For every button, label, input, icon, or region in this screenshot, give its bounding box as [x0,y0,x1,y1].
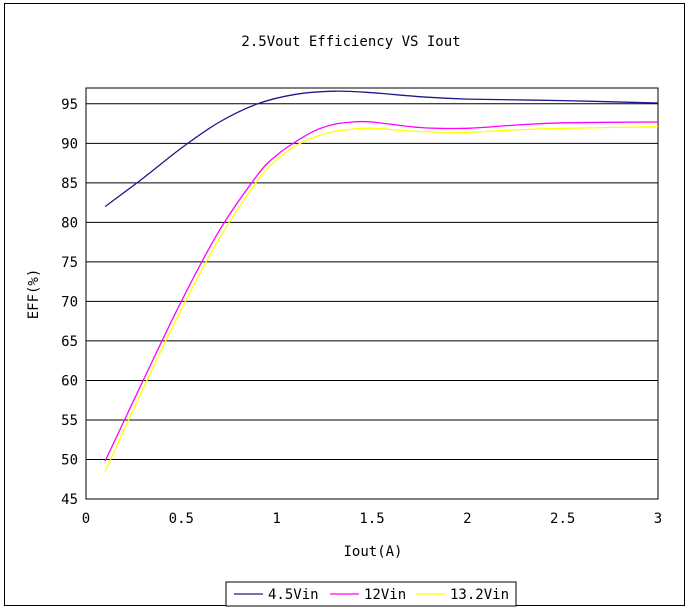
y-tick-label: 95 [61,97,78,113]
y-tick-label: 80 [61,215,78,231]
x-tick-label: 1.5 [359,511,384,527]
y-tick-label: 75 [61,255,78,271]
series-line-1 [104,90,659,208]
series-line-2 [104,120,659,462]
series-lines [104,90,659,472]
y-tick-label: 65 [61,334,78,350]
legend-box [225,581,517,607]
x-tick-label: 1 [272,511,280,527]
y-tick-labels: 45 50 55 60 65 70 75 80 85 90 95 [61,97,78,508]
legend-label: 12Vin [364,587,406,603]
y-tick-label: 45 [61,492,78,508]
x-axis-label: Iout(A) [343,544,402,560]
y-tick-label: 70 [61,294,78,310]
x-tick-label: 2 [463,511,471,527]
x-tick-label: 0 [82,511,90,527]
y-tick-label: 85 [61,176,78,192]
x-tick-label: 2.5 [550,511,575,527]
y-tick-label: 50 [61,452,78,468]
y-tick-label: 55 [61,413,78,429]
grid-lines [86,103,658,460]
plot-area [85,87,659,500]
chart-title: 2.5Vout Efficiency VS Iout [241,34,460,50]
series-line-3 [104,126,659,472]
y-tick-label: 60 [61,373,78,389]
legend-label: 4.5Vin [268,587,319,603]
x-tick-label: 0.5 [169,511,194,527]
y-tick-label: 90 [61,136,78,152]
x-tick-labels: 0 0.5 1 1.5 2 2.5 3 [82,511,662,527]
x-tick-label: 3 [654,511,662,527]
legend-label: 13.2Vin [450,587,509,603]
efficiency-chart: 2.5Vout Efficiency VS Iout 45 50 55 60 65 70 7… [26,34,662,607]
legend: 4.5Vin 12Vin 13.2Vin [225,581,517,607]
chart-frame: 2.5Vout Efficiency VS Iout 45 50 55 60 65 70 7… [4,3,685,607]
y-axis-label: EFF(%) [26,269,42,320]
